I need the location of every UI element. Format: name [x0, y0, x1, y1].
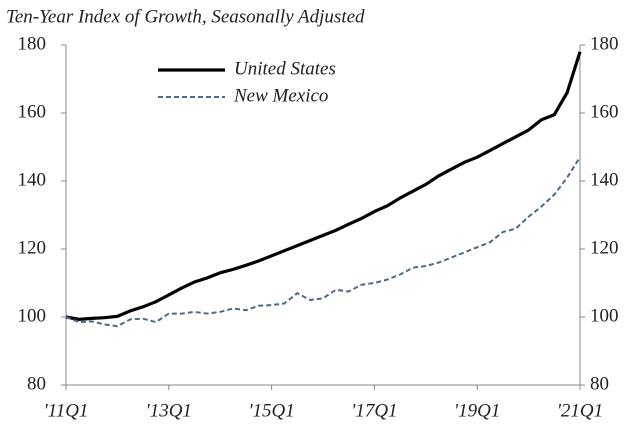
y2-tick-label: 100: [590, 305, 619, 326]
y-tick-label: 120: [18, 237, 47, 258]
y-tick-label: 80: [27, 373, 46, 394]
legend-label: New Mexico: [233, 85, 328, 106]
x-tick-label: '13Q1: [146, 400, 192, 421]
x-tick-label: '11Q1: [44, 400, 89, 421]
x-tick-label: '19Q1: [454, 400, 500, 421]
chart-title: Ten-Year Index of Growth, Seasonally Adj…: [6, 6, 365, 27]
legend-label: United States: [234, 58, 336, 79]
y-tick-label: 180: [18, 33, 47, 54]
y2-tick-label: 180: [590, 33, 619, 54]
series-line: [65, 51, 582, 321]
y-tick-label: 160: [18, 101, 47, 122]
series-line: [65, 156, 581, 328]
y-tick-label: 100: [18, 305, 47, 326]
x-tick-label: '17Q1: [351, 400, 397, 421]
y2-tick-label: 120: [590, 237, 619, 258]
y2-tick-label: 160: [590, 101, 619, 122]
y2-tick-label: 140: [590, 169, 619, 190]
y-tick-label: 140: [18, 169, 47, 190]
y2-tick-label: 80: [590, 373, 609, 394]
x-tick-label: '21Q1: [557, 400, 603, 421]
x-tick-label: '15Q1: [248, 400, 294, 421]
